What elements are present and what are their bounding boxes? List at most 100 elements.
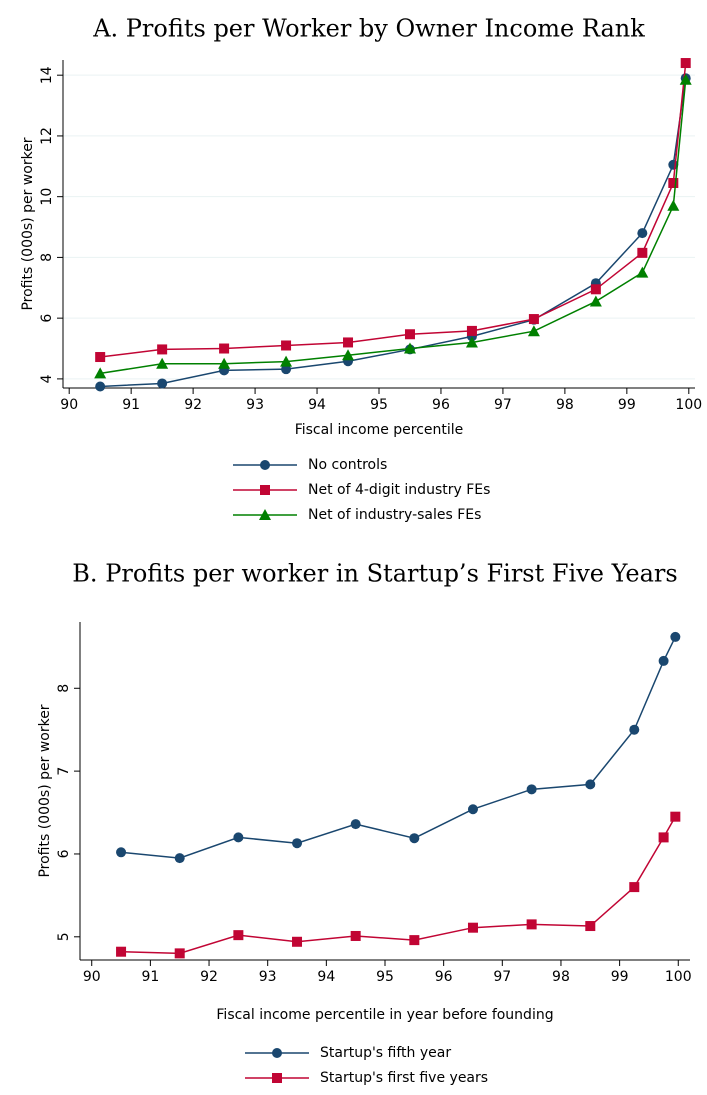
point: [174, 948, 185, 959]
y-tick-label: 10: [39, 188, 55, 206]
legend-label: Net of industry-sales FEs: [308, 507, 481, 523]
point: [528, 314, 539, 325]
point: [670, 631, 681, 642]
point: [219, 343, 230, 354]
y-tick-label: 14: [39, 66, 55, 84]
legend-label: Startup's fifth year: [320, 1045, 451, 1061]
series-line: [100, 62, 687, 358]
y-axis-label: Profits (000s) per worker: [37, 704, 53, 877]
point: [409, 935, 420, 946]
x-tick-label: 96: [435, 969, 453, 985]
point: [218, 357, 231, 369]
point: [667, 199, 680, 211]
legend-label: Startup's first five years: [320, 1070, 488, 1086]
series-line: [100, 79, 687, 375]
point: [350, 819, 361, 830]
y-tick-label: 8: [56, 684, 72, 693]
point: [409, 833, 420, 844]
point: [680, 58, 691, 69]
series-line: [121, 816, 676, 955]
point: [343, 337, 354, 348]
x-tick-label: 100: [665, 969, 692, 985]
point: [281, 340, 292, 351]
x-axis-label: Fiscal income percentile: [295, 422, 464, 438]
point: [590, 284, 601, 295]
x-tick-label: 96: [432, 397, 450, 413]
x-tick-label: 92: [200, 969, 218, 985]
x-tick-label: 91: [141, 969, 159, 985]
x-tick-label: 99: [618, 397, 636, 413]
x-tick-label: 95: [376, 969, 394, 985]
chart-title: B. Profits per worker in Startup’s First…: [72, 560, 677, 588]
point: [95, 352, 106, 363]
point: [116, 847, 127, 858]
series-line: [100, 78, 687, 388]
point: [467, 922, 478, 933]
point: [156, 357, 169, 369]
x-tick-label: 95: [370, 397, 388, 413]
chart-title: A. Profits per Worker by Owner Income Ra…: [92, 15, 645, 43]
point: [466, 325, 477, 336]
legend-marker: [272, 1048, 282, 1058]
point: [403, 342, 416, 354]
y-tick-label: 5: [56, 932, 72, 941]
x-tick-label: 90: [83, 969, 101, 985]
x-tick-label: 97: [494, 397, 512, 413]
point: [585, 779, 596, 790]
point: [233, 930, 244, 941]
point: [292, 838, 303, 849]
point: [233, 832, 244, 843]
point: [585, 921, 596, 932]
point: [637, 228, 648, 239]
point: [281, 364, 292, 375]
point: [94, 367, 107, 379]
y-tick-label: 4: [39, 374, 55, 383]
x-tick-label: 97: [493, 969, 511, 985]
point: [116, 946, 127, 957]
point: [95, 381, 106, 392]
point: [658, 655, 669, 666]
point: [174, 853, 185, 864]
legend-marker: [260, 485, 270, 495]
y-tick-label: 8: [39, 253, 55, 262]
point: [637, 247, 648, 258]
legend-marker: [260, 460, 270, 470]
x-tick-label: 94: [308, 397, 326, 413]
point: [636, 266, 649, 278]
y-tick-label: 12: [39, 127, 55, 145]
legend-label: Net of 4-digit industry FEs: [308, 482, 490, 498]
point: [527, 325, 540, 337]
point: [157, 378, 168, 389]
legend-marker: [259, 509, 271, 520]
legend-marker: [272, 1073, 282, 1083]
x-axis-label: Fiscal income percentile in year before …: [216, 1007, 553, 1023]
point: [280, 355, 293, 367]
point: [404, 329, 415, 340]
point: [292, 936, 303, 947]
point: [157, 344, 168, 355]
point: [679, 73, 692, 85]
point: [668, 178, 679, 188]
x-tick-label: 98: [556, 397, 574, 413]
x-tick-label: 99: [611, 969, 629, 985]
point: [526, 919, 537, 930]
point: [629, 724, 640, 735]
x-tick-label: 98: [552, 969, 570, 985]
point: [467, 804, 478, 815]
y-tick-label: 6: [56, 849, 72, 858]
point: [342, 349, 355, 361]
x-tick-label: 93: [246, 397, 264, 413]
x-tick-label: 94: [317, 969, 335, 985]
legend-label: No controls: [308, 457, 387, 473]
y-axis-label: Profits (000s) per worker: [20, 137, 36, 310]
x-tick-label: 91: [122, 397, 140, 413]
point: [629, 882, 640, 893]
point: [465, 336, 478, 348]
point: [670, 811, 681, 822]
series-line: [120, 636, 677, 859]
point: [658, 832, 669, 843]
x-tick-label: 100: [675, 397, 702, 413]
point: [350, 930, 361, 941]
x-tick-label: 92: [184, 397, 202, 413]
